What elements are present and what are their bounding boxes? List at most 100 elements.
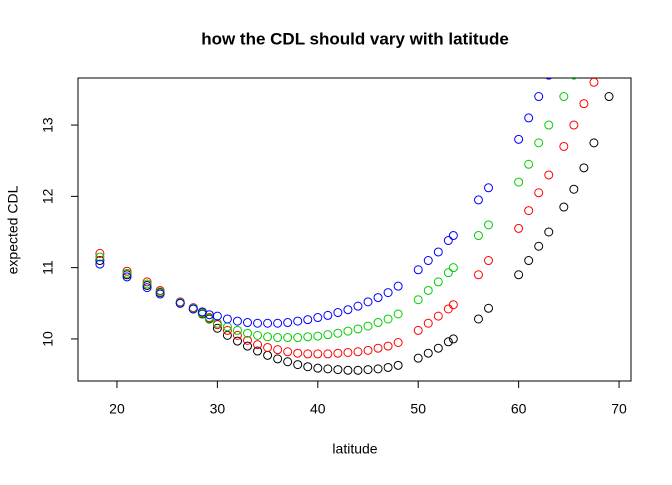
point	[232, 316, 242, 326]
point	[293, 348, 303, 358]
point	[303, 315, 313, 325]
point	[188, 304, 198, 314]
point	[383, 362, 393, 372]
point	[373, 343, 383, 353]
point	[393, 309, 403, 319]
y-tick-label: 10	[40, 331, 56, 347]
point	[343, 347, 353, 357]
point	[393, 281, 403, 291]
point	[448, 300, 458, 310]
point	[373, 364, 383, 374]
point	[313, 363, 323, 373]
point	[484, 256, 494, 266]
point	[363, 345, 373, 355]
point	[383, 288, 393, 298]
point	[443, 268, 453, 278]
point	[175, 298, 185, 308]
point	[443, 236, 453, 246]
point	[484, 220, 494, 230]
point	[514, 270, 524, 280]
point	[273, 318, 283, 328]
y-tick-label: 13	[40, 117, 56, 133]
point	[353, 347, 363, 357]
point	[570, 78, 578, 80]
point	[534, 241, 544, 251]
point	[524, 206, 534, 216]
point	[313, 313, 323, 323]
point	[484, 303, 494, 313]
point	[534, 92, 544, 102]
point	[303, 332, 313, 342]
point	[333, 308, 343, 318]
point	[423, 256, 433, 266]
x-tick-label: 60	[511, 401, 527, 417]
point	[393, 338, 403, 348]
point	[433, 311, 443, 321]
x-tick-label: 30	[210, 401, 226, 417]
y-tick-label: 11	[40, 260, 56, 275]
point	[373, 293, 383, 303]
point	[579, 163, 589, 173]
point	[243, 341, 253, 351]
point	[413, 265, 423, 275]
point	[433, 343, 443, 353]
point	[534, 188, 544, 198]
point	[383, 314, 393, 324]
point	[313, 349, 323, 359]
point	[484, 183, 494, 193]
point	[343, 365, 353, 375]
point	[514, 134, 524, 144]
point	[232, 325, 242, 335]
point	[343, 326, 353, 336]
point	[232, 336, 242, 346]
point	[353, 301, 363, 311]
point	[283, 347, 293, 357]
point	[559, 202, 569, 212]
point	[473, 314, 483, 324]
point	[204, 313, 214, 323]
x-tick-label: 70	[611, 401, 627, 417]
point	[142, 279, 152, 289]
point	[263, 318, 273, 328]
point	[253, 330, 263, 340]
point	[569, 184, 579, 194]
point	[283, 333, 293, 343]
point	[293, 333, 303, 343]
point	[95, 256, 105, 266]
point	[293, 360, 303, 370]
point	[363, 321, 373, 331]
point	[273, 333, 283, 343]
point	[413, 295, 423, 305]
point	[423, 285, 433, 295]
point	[122, 268, 132, 278]
point	[559, 141, 569, 151]
point	[333, 365, 343, 375]
point	[343, 305, 353, 315]
points	[95, 78, 614, 375]
point	[263, 332, 273, 342]
point	[363, 365, 373, 375]
point	[559, 92, 569, 102]
point	[423, 348, 433, 358]
point	[443, 337, 453, 347]
point	[232, 330, 242, 340]
point	[122, 272, 132, 282]
point	[122, 266, 132, 276]
point	[95, 259, 105, 269]
point	[333, 348, 343, 358]
point	[448, 263, 458, 273]
point	[293, 316, 303, 326]
point	[263, 342, 273, 352]
point	[323, 330, 333, 340]
point	[253, 346, 263, 356]
point	[273, 345, 283, 355]
point	[212, 318, 222, 328]
point	[534, 138, 544, 148]
point	[544, 120, 554, 130]
point	[383, 341, 393, 351]
point	[212, 311, 222, 321]
chart-title: how the CDL should vary with latitude	[201, 29, 509, 48]
point	[524, 159, 534, 169]
point	[524, 256, 534, 266]
